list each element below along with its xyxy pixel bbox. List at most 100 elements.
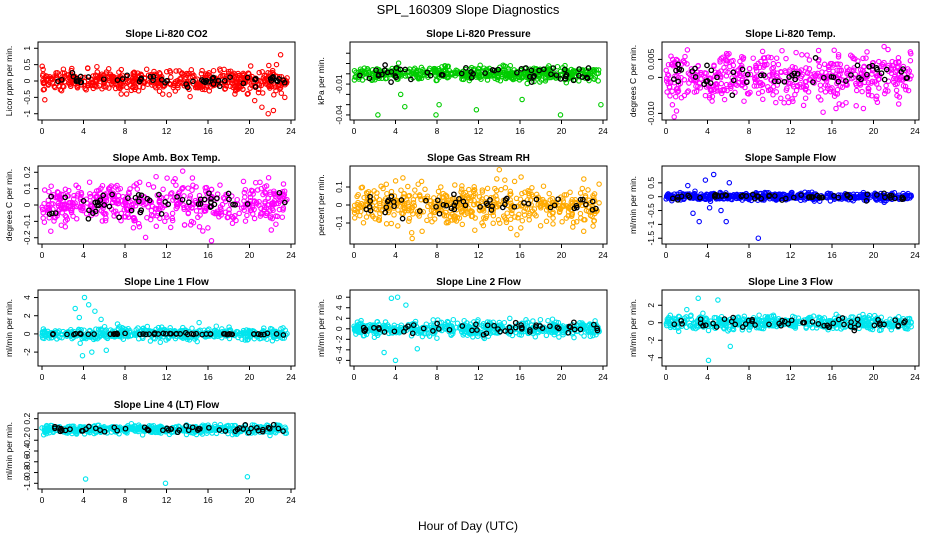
x-tick-label: 4 <box>81 372 86 382</box>
hourly-point <box>448 205 455 212</box>
data-point <box>111 78 118 84</box>
data-point <box>383 181 390 188</box>
data-point <box>691 89 698 95</box>
data-point <box>247 63 254 69</box>
data-point <box>281 335 288 341</box>
data-point <box>526 217 532 223</box>
data-point <box>166 92 172 98</box>
data-point <box>355 328 361 334</box>
data-point <box>737 72 743 79</box>
data-point <box>271 92 277 98</box>
data-point <box>258 82 265 89</box>
hourly-point <box>503 195 510 202</box>
data-point <box>780 191 786 198</box>
data-point <box>498 186 504 193</box>
data-point <box>57 86 64 93</box>
hourly-point <box>430 328 436 334</box>
hourly-point <box>195 201 202 207</box>
hourly-point <box>589 206 596 213</box>
hourly-point <box>383 204 390 211</box>
hourly-point <box>570 77 577 84</box>
data-point <box>773 72 780 79</box>
data-point <box>203 184 210 191</box>
hourly-point <box>844 191 850 198</box>
data-point <box>156 197 163 204</box>
data-point <box>426 333 433 339</box>
outlier-point <box>251 97 258 104</box>
hourly-point <box>106 203 113 210</box>
data-point <box>827 60 834 67</box>
data-point <box>363 214 370 220</box>
hourly-point <box>85 215 92 222</box>
data-point <box>363 190 370 196</box>
data-point <box>167 69 174 76</box>
data-point <box>472 227 478 233</box>
data-point <box>100 209 106 216</box>
data-point <box>890 62 897 69</box>
data-point <box>188 67 195 73</box>
data-point <box>814 70 821 77</box>
hourly-point <box>240 80 247 87</box>
x-tick-label: 12 <box>474 250 484 260</box>
data-point <box>585 187 591 193</box>
data-point <box>160 186 166 193</box>
data-point <box>533 213 539 219</box>
data-point <box>59 334 65 341</box>
data-point <box>577 323 584 329</box>
data-point <box>483 67 489 73</box>
x-tick-label: 16 <box>203 250 213 260</box>
data-point <box>242 186 249 193</box>
data-point <box>572 196 578 203</box>
data-point <box>730 192 737 199</box>
data-point <box>724 52 731 58</box>
hourly-point <box>214 195 220 202</box>
hourly-point <box>146 331 153 337</box>
hourly-point <box>137 331 143 338</box>
data-point <box>68 326 74 333</box>
hourly-point <box>704 77 711 84</box>
data-point <box>830 62 837 68</box>
data-point <box>519 75 525 81</box>
data-point <box>203 74 209 80</box>
data-point <box>235 70 241 77</box>
hourly-point <box>539 325 546 331</box>
data-point <box>570 224 576 230</box>
hourly-point <box>790 194 797 201</box>
hourly-point <box>252 75 259 82</box>
data-point <box>667 93 673 99</box>
data-point <box>40 209 46 216</box>
data-point <box>431 195 437 201</box>
data-point <box>718 90 725 97</box>
outlier-point <box>103 347 110 354</box>
data-point <box>580 228 587 235</box>
hourly-point <box>573 202 580 209</box>
data-point <box>493 193 499 199</box>
data-point <box>75 184 82 191</box>
data-point <box>711 62 717 68</box>
data-point <box>900 63 907 70</box>
data-point <box>542 199 548 206</box>
hourly-point <box>398 197 405 203</box>
data-point <box>240 327 247 334</box>
hourly-point <box>366 75 373 82</box>
data-point <box>509 75 515 82</box>
data-point <box>907 195 913 201</box>
y-tick-label: 0 <box>22 331 32 336</box>
x-tick-label: 4 <box>81 250 86 260</box>
data-point <box>152 83 158 89</box>
outlier-point <box>718 207 724 214</box>
data-point <box>873 96 879 102</box>
data-point <box>408 229 415 236</box>
hourly-point <box>864 191 871 198</box>
data-point <box>687 76 694 83</box>
data-point <box>68 208 75 214</box>
hourly-point <box>46 211 53 217</box>
data-point <box>269 205 275 212</box>
x-tick-label: 4 <box>393 372 398 382</box>
data-point <box>42 97 48 103</box>
hourly-point <box>771 78 778 85</box>
data-point <box>707 198 714 205</box>
outlier-point <box>244 91 251 97</box>
